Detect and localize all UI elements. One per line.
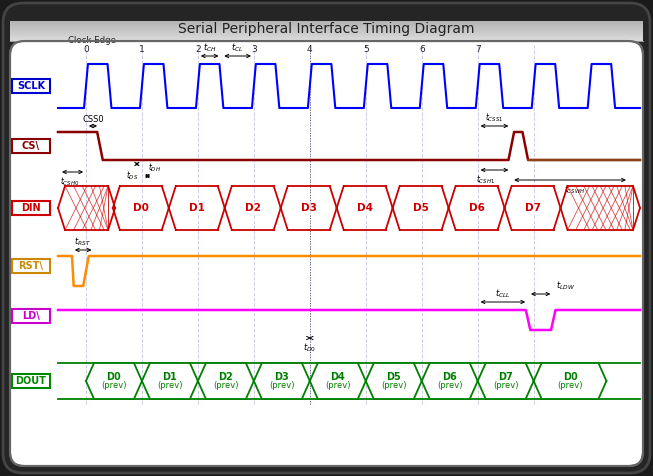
Bar (10, 30, 643, 31)
Text: (prev): (prev) (269, 380, 295, 389)
Bar (12, 374, 50, 388)
FancyBboxPatch shape (10, 41, 643, 466)
Text: D1: D1 (189, 203, 205, 213)
Bar (10, 25, 643, 26)
Text: $t_{DS}$: $t_{DS}$ (125, 170, 138, 182)
Text: D1: D1 (163, 372, 178, 382)
Bar (10, 40, 643, 41)
Text: $t_{DH}$: $t_{DH}$ (148, 161, 161, 174)
Bar (10, 35, 643, 36)
Polygon shape (142, 363, 198, 399)
Text: $t_{LDW}$: $t_{LDW}$ (556, 279, 575, 292)
Text: D7: D7 (498, 372, 513, 382)
Bar (10, 34, 643, 35)
Text: (prev): (prev) (157, 380, 183, 389)
Text: $t_{CSH0}$: $t_{CSH0}$ (60, 176, 80, 188)
Text: $t_{CLL}$: $t_{CLL}$ (495, 288, 511, 300)
Bar (12, 201, 50, 215)
Text: D2: D2 (219, 372, 233, 382)
Bar (12, 139, 50, 153)
Text: D0: D0 (133, 203, 149, 213)
Text: Serial Peripheral Interface Timing Diagram: Serial Peripheral Interface Timing Diagr… (178, 22, 474, 36)
FancyBboxPatch shape (3, 3, 650, 473)
Polygon shape (198, 363, 254, 399)
Polygon shape (254, 363, 310, 399)
Text: D4: D4 (357, 203, 373, 213)
Text: $t_{CSH1}$: $t_{CSH1}$ (476, 174, 495, 187)
Text: RST\: RST\ (18, 261, 44, 271)
Bar (10, 37, 643, 38)
Text: D7: D7 (524, 203, 541, 213)
Text: DIN: DIN (21, 203, 40, 213)
Bar (10, 29, 643, 30)
Bar (12, 259, 50, 273)
Bar (10, 31, 643, 32)
Text: D0: D0 (106, 372, 121, 382)
Bar (10, 39, 643, 40)
Text: D3: D3 (274, 372, 289, 382)
Bar (10, 21, 643, 22)
Text: D6: D6 (469, 203, 485, 213)
Text: $t_{RST}$: $t_{RST}$ (74, 236, 91, 248)
Text: D0: D0 (563, 372, 577, 382)
Text: (prev): (prev) (493, 380, 518, 389)
Text: 7: 7 (475, 45, 481, 54)
Bar (10, 26, 643, 27)
Text: $t_{CSWH}$: $t_{CSWH}$ (564, 183, 586, 196)
Polygon shape (310, 363, 366, 399)
Text: D2: D2 (245, 203, 261, 213)
Bar (10, 32, 643, 33)
Polygon shape (534, 363, 607, 399)
Text: D5: D5 (413, 203, 428, 213)
Bar (12, 79, 50, 93)
Text: $t_{D0}$: $t_{D0}$ (303, 341, 317, 354)
Bar (10, 38, 643, 39)
Text: (prev): (prev) (101, 380, 127, 389)
Text: (prev): (prev) (325, 380, 351, 389)
Text: Clock Edge: Clock Edge (68, 36, 116, 45)
Text: (prev): (prev) (213, 380, 238, 389)
Text: (prev): (prev) (557, 380, 582, 389)
Bar (10, 24, 643, 25)
Polygon shape (366, 363, 422, 399)
Text: 3: 3 (251, 45, 257, 54)
Text: SCLK: SCLK (17, 81, 45, 91)
Bar (10, 23, 643, 24)
Text: 6: 6 (419, 45, 424, 54)
Text: LD\: LD\ (22, 311, 40, 321)
Text: (prev): (prev) (381, 380, 407, 389)
Text: 4: 4 (307, 45, 313, 54)
Bar (10, 22, 643, 23)
Text: $t_{CL}$: $t_{CL}$ (231, 41, 244, 54)
Text: 2: 2 (195, 45, 200, 54)
Bar (10, 27, 643, 28)
Text: CS\: CS\ (22, 141, 40, 151)
Polygon shape (422, 363, 478, 399)
Bar (10, 36, 643, 37)
Text: CSS0: CSS0 (82, 115, 104, 124)
Text: 5: 5 (363, 45, 369, 54)
Text: 1: 1 (139, 45, 145, 54)
FancyBboxPatch shape (10, 21, 643, 41)
Text: $t_{CH}$: $t_{CH}$ (203, 41, 217, 54)
Bar (10, 28, 643, 29)
Polygon shape (86, 363, 142, 399)
Bar (10, 33, 643, 34)
Text: D4: D4 (330, 372, 345, 382)
Text: D3: D3 (301, 203, 317, 213)
Bar (10, 38, 643, 39)
Text: DOUT: DOUT (16, 376, 46, 386)
Text: 0: 0 (83, 45, 89, 54)
Text: D5: D5 (387, 372, 401, 382)
Text: $t_{CSS1}$: $t_{CSS1}$ (485, 111, 503, 124)
Bar (12, 309, 50, 323)
Text: D6: D6 (442, 372, 457, 382)
Bar (10, 23, 643, 24)
Text: (prev): (prev) (437, 380, 462, 389)
Polygon shape (478, 363, 534, 399)
